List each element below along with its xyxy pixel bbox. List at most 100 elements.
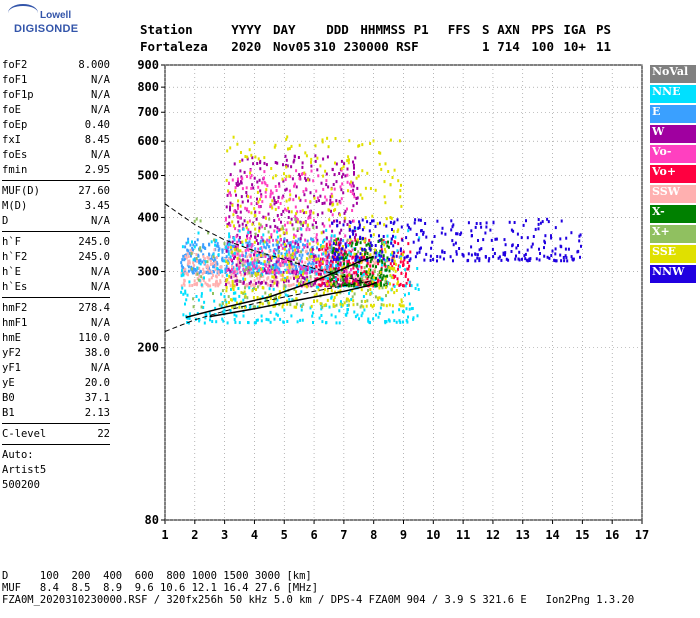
echo-vo [266,238,269,242]
echo-w [355,197,358,200]
echo-sse [226,149,229,153]
echo-x [340,278,343,282]
echo-x [382,254,385,258]
param-value: 38.0 [84,347,110,359]
echo-vo [279,202,282,205]
echo-vo [339,263,342,267]
echo-nnw [439,255,442,259]
echo-ssw [245,284,248,288]
echo-vo [229,193,232,197]
echo-vo [324,268,327,272]
echo-sse [258,222,261,226]
echo-sse [286,253,289,257]
echo-nne [338,309,341,313]
echo-nne [223,259,226,263]
echo-sse [392,229,395,233]
echo-w [352,160,354,164]
echo-ssw [280,278,283,282]
echo-sse [394,262,397,266]
echo-w [299,175,301,179]
echo-ssw [309,277,312,281]
echo-nnw [369,222,372,225]
echo-vo [295,169,298,173]
echo-e [283,262,286,266]
echo-vo [264,190,267,194]
echo-nne [296,284,298,288]
param-value: 0.40 [84,119,110,131]
echo-x [338,256,341,260]
echo-sse [332,298,335,302]
echo-w [278,182,281,186]
echo-nne [300,227,303,231]
echo-nne [335,264,337,268]
echo-w [323,201,326,205]
echo-x [353,292,356,296]
echo-ssw [209,263,212,266]
echo-nne [290,314,293,318]
echo-nnw [408,259,411,263]
echo-nne [220,292,223,296]
echo-w [329,198,332,202]
echo-sse [225,289,228,293]
echo-sse [240,291,243,295]
echo-vo [295,216,298,220]
echo-ssw [217,283,220,287]
echo-vo [250,174,253,177]
echo-sse [374,248,376,252]
echo-nne [260,314,263,318]
echo-sse [253,207,256,211]
echo-e [285,249,288,253]
echo-x [335,280,338,284]
echo-x [300,222,303,226]
echo-vo [231,253,234,257]
echo-vo [368,238,371,242]
echo-nnw [550,254,553,257]
echo-nne [226,321,229,325]
echo-nnw [390,241,393,245]
echo-w [288,210,291,214]
echo-nne [248,286,251,290]
echo-ssw [305,273,308,277]
echo-e [304,244,306,248]
echo-nne [196,266,199,270]
echo-nne [284,252,287,256]
echo-nne [196,312,199,315]
echo-x [343,262,345,266]
echo-e [283,238,286,242]
echo-w [225,205,228,209]
echo-nne [384,258,387,262]
echo-vo [262,270,265,274]
echo-sse [313,196,316,200]
echo-nne [282,320,285,324]
echo-w [353,171,355,174]
echo-sse [280,227,283,231]
echo-x [328,246,331,249]
echo-x [354,248,356,251]
echo-sse [272,304,275,308]
echo-nne [211,320,214,323]
echo-vo [284,223,286,227]
echo-sse [378,286,381,290]
echo-x [302,302,305,306]
echo-nnw [492,255,495,259]
echo-nnw [470,253,473,257]
echo-x [332,246,335,250]
echo-x [364,275,367,279]
echo-sse [247,195,249,199]
echo-e [310,263,313,267]
echo-vo [402,263,405,267]
echo-x [234,305,237,309]
echo-nne [254,321,257,325]
echo-sse [241,240,244,244]
header-label-3: DDD [326,22,349,37]
echo-x [346,253,349,257]
echo-sse [257,157,260,161]
echo-sse [281,177,284,181]
echo-sse [278,295,280,299]
echo-x [309,275,312,279]
echo-w [287,279,290,283]
echo-nnw [530,245,533,249]
echo-nnw [391,228,393,231]
echo-nne [411,307,414,310]
legend-item-vo: Vo+ [650,165,696,183]
